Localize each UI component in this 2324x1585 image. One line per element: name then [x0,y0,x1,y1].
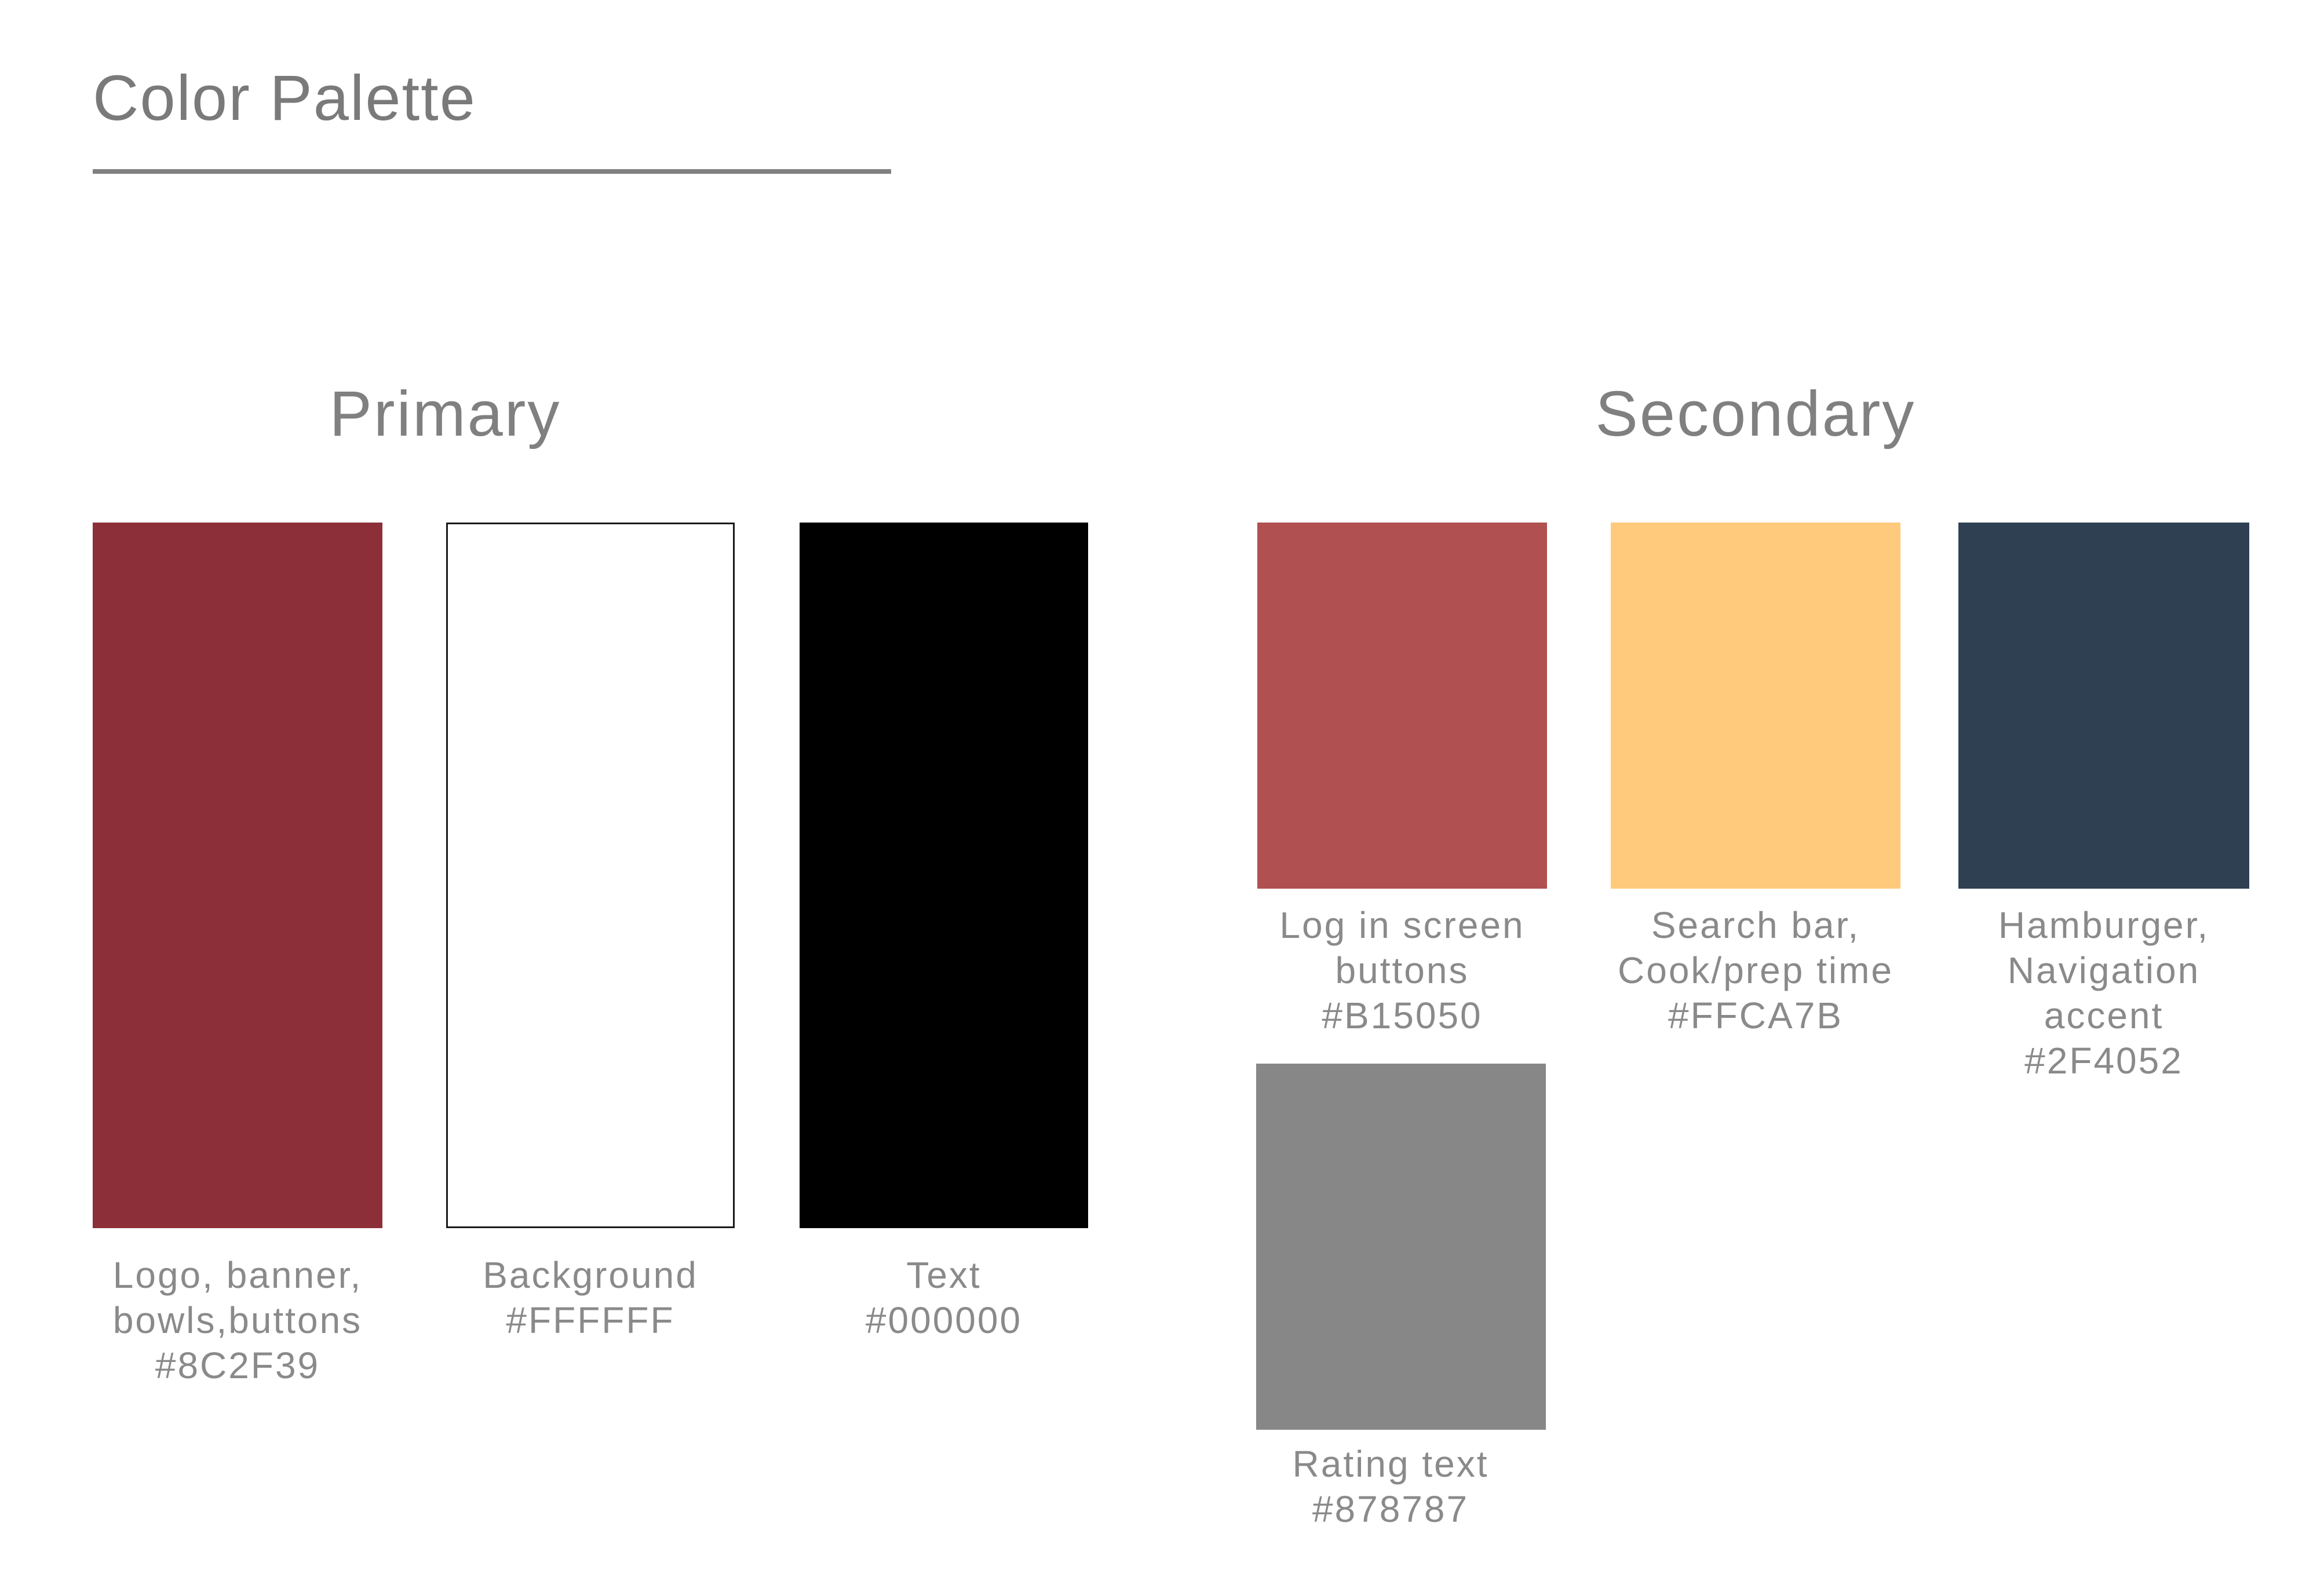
caption-line: Cook/prep time [1618,949,1894,991]
caption-line: Hamburger, [1998,904,2210,946]
caption-line: Background [483,1254,698,1296]
color-hex-code: #FFFFFF [506,1299,675,1341]
secondary-heading: Secondary [1595,378,1916,450]
primary-swatch [800,523,1088,1228]
secondary-swatch-caption: Rating text #878787 [1246,1441,1535,1532]
color-hex-code: #2F4052 [2024,1040,2183,1082]
page-title: Color Palette [93,63,476,134]
primary-swatch-caption: Logo, banner, bowls,buttons #8C2F39 [93,1252,382,1388]
color-hex-code: #B15050 [1322,995,1483,1036]
primary-heading: Primary [329,378,561,450]
caption-line: bowls,buttons [112,1299,363,1341]
primary-swatch [93,523,382,1228]
primary-swatch [446,523,735,1228]
caption-line: Search bar, [1651,904,1860,946]
primary-swatch-caption: Text #000000 [800,1252,1088,1343]
secondary-swatch [1611,523,1900,889]
secondary-swatch-caption: Search bar, Cook/prep time #FFCA7B [1611,903,1900,1038]
secondary-swatch-caption: Log in screen buttons #B15050 [1257,903,1547,1038]
secondary-swatch [1256,1064,1546,1430]
caption-line: Rating text [1292,1443,1489,1485]
caption-line: Navigation [2007,949,2201,991]
primary-swatch-caption: Background #FFFFFF [446,1252,735,1343]
secondary-swatch [1257,523,1547,889]
title-divider [93,169,891,174]
color-hex-code: #000000 [865,1299,1023,1341]
caption-line: buttons [1335,949,1469,991]
secondary-swatch [1958,523,2249,889]
caption-line: accent [2044,995,2164,1036]
caption-line: Log in screen [1279,904,1525,946]
secondary-swatch-caption: Hamburger, Navigation accent #2F4052 [1958,903,2249,1083]
color-hex-code: #FFCA7B [1668,995,1843,1036]
caption-line: Logo, banner, [112,1254,363,1296]
caption-line: Text [906,1254,982,1296]
color-hex-code: #8C2F39 [155,1345,320,1386]
color-hex-code: #878787 [1312,1488,1469,1530]
